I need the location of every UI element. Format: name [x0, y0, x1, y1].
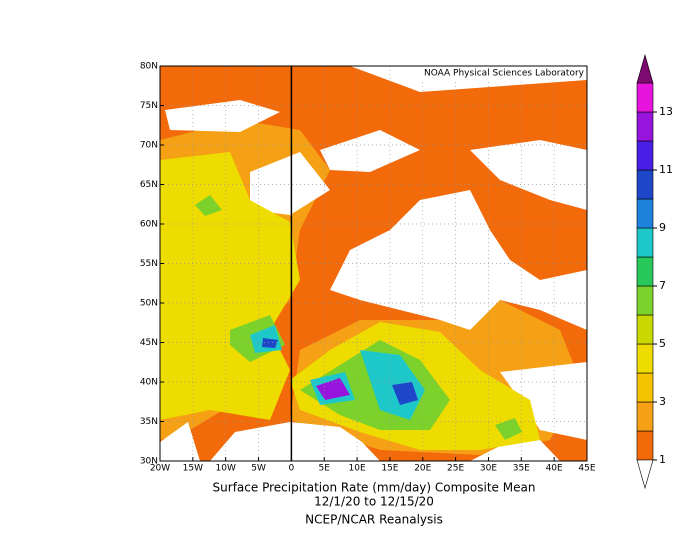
lat-tick-label: 50N [140, 299, 158, 309]
colorbar-segment [636, 82, 654, 113]
colorbar-segment [636, 314, 654, 345]
lon-tick-label: 35E [513, 464, 530, 474]
colorbar-segment [636, 256, 654, 287]
lon-tick-label: 30E [480, 464, 497, 474]
lon-tick-label: 5W [251, 464, 266, 474]
colorbar-tick-label: 5 [659, 337, 666, 350]
colorbar-tick-label: 9 [659, 221, 666, 234]
colorbar-tick-label: 1 [659, 453, 666, 466]
lon-tick-label: 0 [289, 464, 295, 474]
lon-tick-label: 40E [546, 464, 563, 474]
lon-tick-label: 25E [447, 464, 464, 474]
colorbar-tick-label: 3 [659, 395, 666, 408]
colorbar-segment [636, 430, 654, 461]
precip-field: NOAA Physical Sciences Laboratory [160, 66, 587, 461]
lat-tick-label: 45N [140, 338, 158, 348]
lat-tick-label: 75N [140, 101, 158, 111]
lat-tick-label: 65N [140, 180, 158, 190]
colorbar-segment [636, 111, 654, 142]
caption-source: NCEP/NCAR Reanalysis [305, 513, 443, 527]
field-dry [160, 66, 587, 461]
lat-tick-label: 35N [140, 417, 158, 427]
colorbar-segment [636, 198, 654, 229]
colorbar-segment [636, 227, 654, 258]
axes: 20W 15W 10W 5W 0 5E 10E 15E 20E 25E 30E 35E 40E 45E 80… [140, 62, 596, 474]
lon-tick-label: 5E [319, 464, 331, 474]
colorbar-tick-label: 13 [659, 105, 673, 118]
caption-dates: 12/1/20 to 12/15/20 [314, 495, 434, 509]
label-box [402, 66, 587, 80]
colorbar-segment [636, 372, 654, 403]
lat-tick-label: 60N [140, 220, 158, 230]
lon-tick-label: 20W [150, 464, 170, 474]
caption-title: Surface Precipitation Rate (mm/day) Comp… [213, 481, 536, 495]
lat-tick-label: 80N [140, 62, 158, 72]
colorbar-segment [636, 401, 654, 432]
lat-tick-label: 30N [140, 457, 158, 467]
colorbar-segment [636, 285, 654, 316]
colorbar-tick-label: 11 [659, 163, 673, 176]
colorbar-segment [636, 343, 654, 374]
colorbar-segment [636, 140, 654, 171]
field-level-10 [262, 338, 418, 405]
lon-tick-label: 15E [381, 464, 398, 474]
lon-tick-label: 15W [183, 464, 203, 474]
lon-tick-label: 10E [349, 464, 366, 474]
colorbar-segment [636, 169, 654, 200]
colorbar-under [636, 459, 654, 490]
lat-tick-label: 70N [140, 141, 158, 151]
lat-tick-label: 55N [140, 259, 158, 269]
colorbar-over [636, 53, 654, 84]
lon-tick-label: 20E [414, 464, 431, 474]
lon-tick-label: 45E [578, 464, 595, 474]
colorbar-tick-label: 7 [659, 279, 666, 292]
lon-tick-label: 10W [216, 464, 236, 474]
source-label: NOAA Physical Sciences Laboratory [424, 69, 585, 79]
lat-tick-label: 40N [140, 378, 158, 388]
